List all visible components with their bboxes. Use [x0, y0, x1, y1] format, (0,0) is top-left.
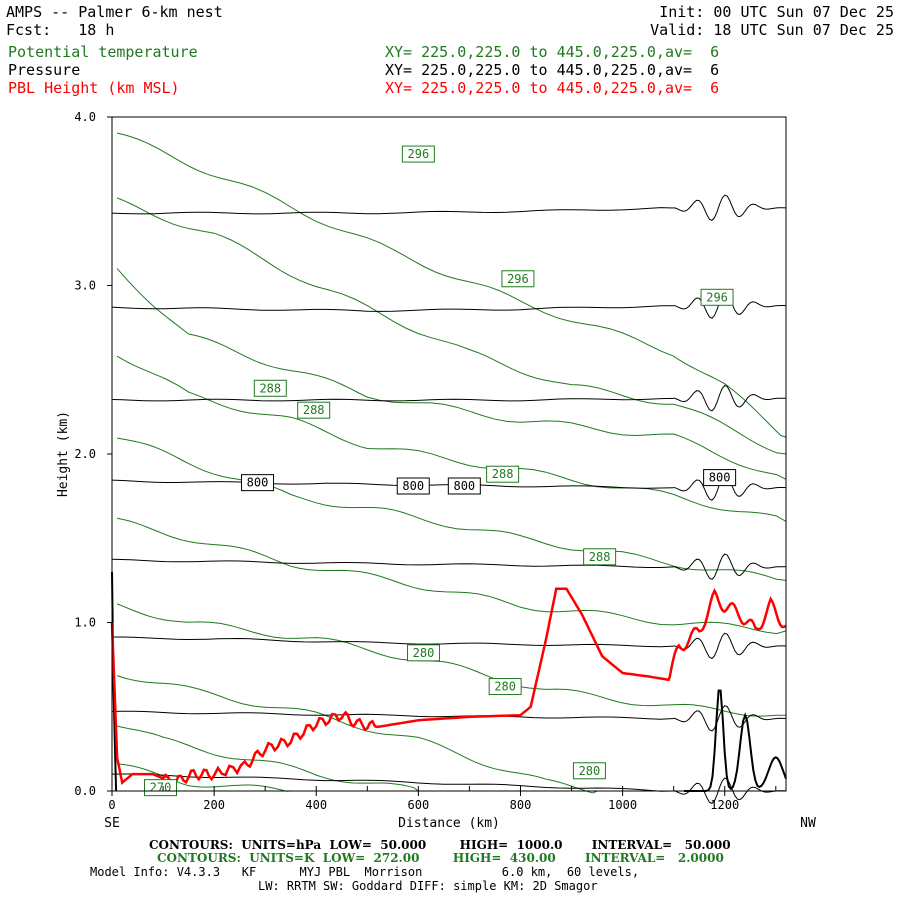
- theta-label-box: [144, 779, 178, 797]
- y-tick-label: 4.0: [74, 110, 96, 124]
- legend-pbl-name: PBL Height (km MSL): [8, 79, 180, 97]
- legend-pressure-xy: XY= 225.0,225.0 to 445.0,225.0,av= 6: [385, 61, 720, 79]
- theta-contour-line: [117, 437, 787, 581]
- theta-label: 288: [303, 403, 325, 417]
- theta-label: 288: [259, 381, 281, 395]
- legend-pbl-xy: XY= 225.0,225.0 to 445.0,225.0,av= 6: [385, 79, 720, 97]
- pressure-label-box: [396, 477, 430, 495]
- plot-frame: [111, 116, 787, 792]
- init-time: Init: 00 UTC Sun 07 Dec 25: [659, 3, 894, 21]
- theta-contour-line: [116, 268, 787, 480]
- pressure-label: 800: [247, 476, 269, 490]
- x-end-left-label: SE: [104, 816, 120, 831]
- theta-label-box: [253, 379, 287, 397]
- theta-label-box: [700, 288, 734, 306]
- pressure-contour-tail: [673, 553, 787, 581]
- pressure-label-box: [447, 477, 481, 495]
- theta-label-box: [501, 270, 535, 288]
- pressure-contour-tail: [673, 777, 787, 805]
- pressure-label: 800: [453, 479, 475, 493]
- pressure-label-box: [241, 474, 275, 492]
- axes: 0 200 400 600 800 1000 1200 0.0 1.0 2.0 3.0 4.0 Dist…: [56, 110, 816, 831]
- legend-theta-name: Potential temperature: [8, 43, 198, 61]
- theta-contour-line: [116, 603, 786, 717]
- footer-theta-contours: CONTOURS: UNITS=K LOW= 272.00 HIGH= 430.…: [157, 851, 724, 865]
- theta-label-box: [488, 678, 522, 696]
- theta-contour-line: [117, 517, 787, 635]
- valid-time: Valid: 18 UTC Sun 07 Dec 25: [650, 21, 894, 39]
- pressure-contour-650: [111, 207, 674, 215]
- theta-contour-line: [116, 132, 787, 438]
- theta-label-box: [406, 644, 440, 662]
- theta-label-box: [486, 465, 520, 483]
- pressure-contour-tail: [673, 705, 786, 732]
- theta-label: 296: [706, 290, 728, 304]
- pressure-contour-tail: [673, 384, 787, 412]
- contour-labels: 296 296 296 288 288 288 288 280 280 280 270 800 800 8…: [144, 145, 737, 797]
- x-tick-label: 800: [510, 798, 532, 812]
- x-end-right-label: NW: [800, 816, 816, 831]
- forecast-hour: Fcst: 18 h: [6, 21, 115, 39]
- footer-pressure-contours: CONTOURS: UNITS=hPa LOW= 50.000 HIGH= 10…: [149, 838, 731, 852]
- footer-physics: LW: RRTM SW: Goddard DIFF: simple KM: 2D…: [258, 879, 598, 893]
- pbl-height-line: [110, 587, 787, 791]
- theta-label: 296: [507, 272, 529, 286]
- pressure-contour-700: [111, 305, 674, 312]
- pressure-contour-tail: [673, 632, 787, 660]
- theta-contour-line: [116, 355, 787, 522]
- theta-contour-line: [117, 763, 291, 792]
- theta-contour-line: [116, 197, 787, 455]
- theta-label: 270: [150, 781, 172, 795]
- pressure-contour-850: [111, 558, 674, 568]
- legend-theta-xy: XY= 225.0,225.0 to 445.0,225.0,av= 6: [385, 43, 720, 61]
- theta-label: 280: [413, 646, 435, 660]
- pressure-contour-750: [111, 397, 674, 402]
- theta-label: 280: [494, 680, 516, 694]
- x-tick-label: 1000: [608, 798, 637, 812]
- footer-model-info: Model Info: V4.3.3 KF MYJ PBL Morrison 6…: [90, 865, 640, 879]
- x-axis-label: Distance (km): [398, 816, 500, 831]
- theta-contour-line: [116, 725, 419, 792]
- pbl-height-series: [110, 587, 787, 791]
- theta-label: 288: [589, 550, 611, 564]
- plot-title: AMPS -- Palmer 6-km nest: [6, 3, 223, 21]
- y-axis-label: Height (km): [56, 411, 71, 497]
- pressure-contour-950: [111, 710, 674, 720]
- pressure-contour-800: [111, 479, 674, 489]
- pressure-label-box: [703, 469, 737, 487]
- theta-contours: [116, 132, 787, 794]
- cross-section-chart: 296 296 296 288 288 288 288 280 280 280 270 800 800 8…: [56, 110, 816, 831]
- terrain: [111, 571, 787, 792]
- y-tick-label: 0.0: [74, 784, 96, 798]
- x-tick-label: 0: [108, 798, 115, 812]
- legend-pressure-name: Pressure: [8, 61, 81, 79]
- x-tick-label: 600: [408, 798, 430, 812]
- x-tick-label: 400: [305, 798, 327, 812]
- theta-contour-line: [116, 675, 598, 794]
- theta-label-box: [572, 762, 606, 780]
- pressure-contour-900: [112, 636, 674, 648]
- theta-label: 280: [579, 764, 601, 778]
- x-tick-label: 1200: [710, 798, 739, 812]
- theta-label-box: [583, 548, 617, 566]
- y-tick-label: 3.0: [74, 279, 96, 293]
- theta-label: 288: [492, 467, 514, 481]
- theta-label-box: [401, 145, 435, 163]
- theta-label: 296: [408, 147, 430, 161]
- pressure-label: 800: [402, 479, 424, 493]
- y-tick-label: 2.0: [74, 447, 96, 461]
- pressure-contour-tail: [673, 194, 787, 222]
- y-tick-label: 1.0: [74, 616, 96, 630]
- pressure-label: 800: [709, 471, 731, 485]
- x-tick-label: 200: [203, 798, 225, 812]
- theta-label-box: [297, 401, 331, 419]
